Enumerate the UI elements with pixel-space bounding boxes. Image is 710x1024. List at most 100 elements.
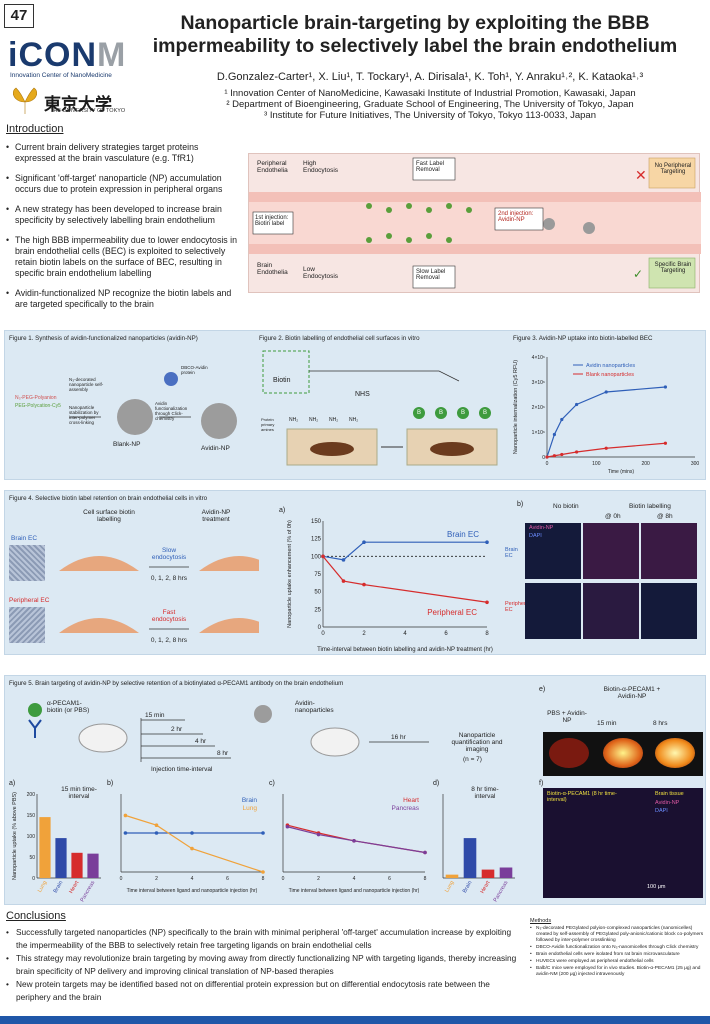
data-point — [663, 441, 667, 445]
intro-bullet: Current brain delivery strategies target… — [6, 142, 238, 164]
tokyo-ginkgo-icon — [13, 87, 37, 114]
fig4-avidin-np: Avidin-NP — [529, 525, 554, 531]
brain-ec-micrograph — [9, 545, 45, 581]
fig4-at8: @ 8h — [657, 513, 673, 520]
method-item: HUVECs were employed as peripheral endot… — [530, 959, 704, 965]
y-tick-label: 2×10⁶ — [532, 405, 545, 411]
micrograph — [583, 523, 639, 579]
y-axis-label: Nanoparticle internalization (Cy5 RFU) — [513, 360, 519, 454]
fig2-nh2: NH₂ — [349, 417, 359, 423]
data-point — [341, 558, 346, 562]
nucleus — [430, 442, 474, 456]
fig5-a: a) — [9, 780, 16, 787]
scheme-peripheral: Peripheral Endothelia — [257, 160, 288, 174]
antibody-icon — [28, 719, 42, 738]
data-point — [545, 455, 549, 459]
intro-bullets: Current brain delivery strategies target… — [6, 142, 238, 319]
legend-entry: Avidin nanoparticles — [586, 363, 635, 369]
fig2-nh2: NH₂ — [329, 417, 339, 423]
category-label: Heart — [480, 880, 492, 895]
conclusions-heading: Conclusions — [6, 910, 66, 922]
conclusion-item: New protein targets may be identified ba… — [6, 978, 521, 1004]
data-point — [552, 454, 556, 458]
fig5-e8: 8 hrs — [653, 720, 668, 727]
fig5-e15: 15 min — [597, 720, 617, 727]
biotin-linker — [309, 370, 460, 382]
x-tick-label: 4 — [191, 876, 194, 882]
x-tick-label: 6 — [388, 876, 391, 882]
scheme-high: High Endocytosis — [303, 160, 339, 174]
methods-list: N₃-decorated PEGylated polyion-complexed… — [530, 926, 704, 978]
bar — [39, 817, 51, 878]
x-tick-label: 4 — [353, 876, 356, 882]
fig1-step1: N₃-decorated nanoparticle self-assembly — [69, 377, 104, 392]
fig5-quant: Nanoparticle quantification and imaging — [451, 732, 503, 753]
scheme-drawing: ✕ ✓ — [249, 157, 701, 289]
fig4-brain-ec-label: Brain EC — [11, 535, 38, 542]
fig4-dapi: DAPI — [529, 533, 542, 539]
scheme-inj2: 2nd injection: Avidin-NP — [498, 211, 534, 223]
data-point — [261, 831, 265, 835]
tokyo-logo-subtitle: THE UNIVERSITY OF TOKYO — [50, 108, 126, 114]
data-point — [560, 452, 564, 457]
mouse-icon — [78, 723, 128, 753]
fig5-f: f) — [539, 780, 544, 787]
biotin-dots — [366, 203, 472, 243]
fig2-drawing — [262, 350, 498, 466]
fig2-nh2: NH₂ — [289, 417, 299, 423]
intro-bullet: The high BBB impermeability due to lower… — [6, 235, 238, 279]
brain-imaging-panel — [543, 732, 703, 776]
fig1-step2: Nanoparticle stabilization by inter-poly… — [69, 405, 99, 425]
nanoparticle — [543, 218, 555, 230]
fig5-t2: 2 hr — [171, 726, 183, 733]
brain-image — [603, 738, 643, 768]
x-tick-label: 200 — [641, 461, 650, 467]
fig4-b-brain: Brain EC — [505, 547, 518, 559]
y-tick-label: 0 — [542, 455, 545, 461]
legend-entry: Pancreas — [392, 805, 420, 812]
fig5-f3: Avidin-NP — [655, 800, 680, 806]
slow-removal-box — [412, 265, 456, 289]
fig5-e-top: Biotin-α-PECAM1 + Avidin-NP — [603, 686, 661, 700]
method-item: DBCO-Avidin functionalization onto N₃-na… — [530, 945, 704, 951]
fig2-b: B — [417, 410, 422, 416]
fig4-at0: @ 0h — [605, 513, 621, 520]
avidin-np — [201, 403, 237, 439]
y-tick-label: 0 — [318, 625, 322, 631]
data-point — [154, 831, 159, 835]
fig2-nhs: NHS — [355, 391, 370, 398]
micrograph — [525, 523, 581, 579]
series-line — [287, 826, 426, 854]
periph-ec-micrograph — [9, 607, 45, 643]
brain-image — [549, 738, 589, 768]
fig1-caption: Figure 1. Synthesis of avidin-functional… — [9, 335, 198, 342]
data-point — [352, 839, 356, 843]
scheme-brain: Brain Endothelia — [257, 262, 288, 276]
x-tick-label: 300 — [691, 461, 700, 467]
blank-np — [117, 399, 153, 435]
fig5-b: b) — [107, 780, 114, 787]
brain-tissue-micrograph: Biotin-α-PECAM1 (8 hr time-interval) Bra… — [543, 788, 703, 898]
fig2-caption: Figure 2. Biotin labelling of endothelia… — [259, 335, 420, 342]
legend-entry: Blank nanoparticles — [586, 372, 634, 378]
y-tick-label: 75 — [314, 572, 321, 578]
scheme-no-target: No Peripheral Targeting — [654, 163, 692, 175]
y-tick-label: 1×10⁶ — [532, 430, 545, 436]
fig4-times: 0, 1, 2, 8 hrs — [150, 575, 188, 582]
bar — [463, 838, 477, 878]
fig2-nh2: NH₂ — [309, 417, 319, 423]
category-label: Brain — [462, 880, 474, 894]
fig4-periph-ec-label: Peripheral EC — [9, 597, 50, 604]
data-point — [341, 579, 346, 583]
cross-icon: ✕ — [635, 167, 647, 183]
legend-entry: Peripheral EC — [427, 608, 477, 617]
y-tick-label: 150 — [311, 519, 322, 525]
x-tick-label: 2 — [317, 876, 320, 882]
category-label: Brain — [53, 880, 65, 894]
x-axis-label: Time interval between ligand and nanopar… — [127, 888, 258, 894]
mouse-icon — [310, 727, 360, 757]
methods-box: Methods N₃-decorated PEGylated polyion-c… — [530, 918, 704, 979]
fig5-inj-int: Injection time-interval — [151, 766, 213, 773]
series-line — [287, 824, 426, 854]
y-tick-label: 200 — [27, 792, 36, 798]
